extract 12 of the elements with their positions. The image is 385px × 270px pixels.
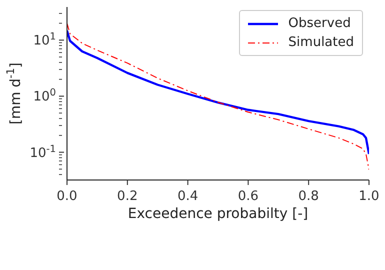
y-tick-label: 10$^{1}$ [33, 31, 56, 49]
x-tick-label: 0.4 [177, 189, 198, 204]
x-tick-label: 1.0 [358, 189, 380, 204]
legend-label: Observed [288, 16, 351, 31]
x-tick-label: 0.6 [238, 189, 259, 204]
y-tick-label: 10$^{-1}$ [30, 143, 56, 161]
x-tick-label: 0.2 [117, 189, 138, 204]
x-axis-title: Exceedence probabilty [-] [128, 206, 308, 222]
x-tick-label: 0.0 [56, 189, 78, 204]
x-tick-label: 0.8 [298, 189, 319, 204]
y-tick-label: 10$^{0}$ [33, 87, 56, 105]
legend-label: Simulated [288, 35, 354, 50]
